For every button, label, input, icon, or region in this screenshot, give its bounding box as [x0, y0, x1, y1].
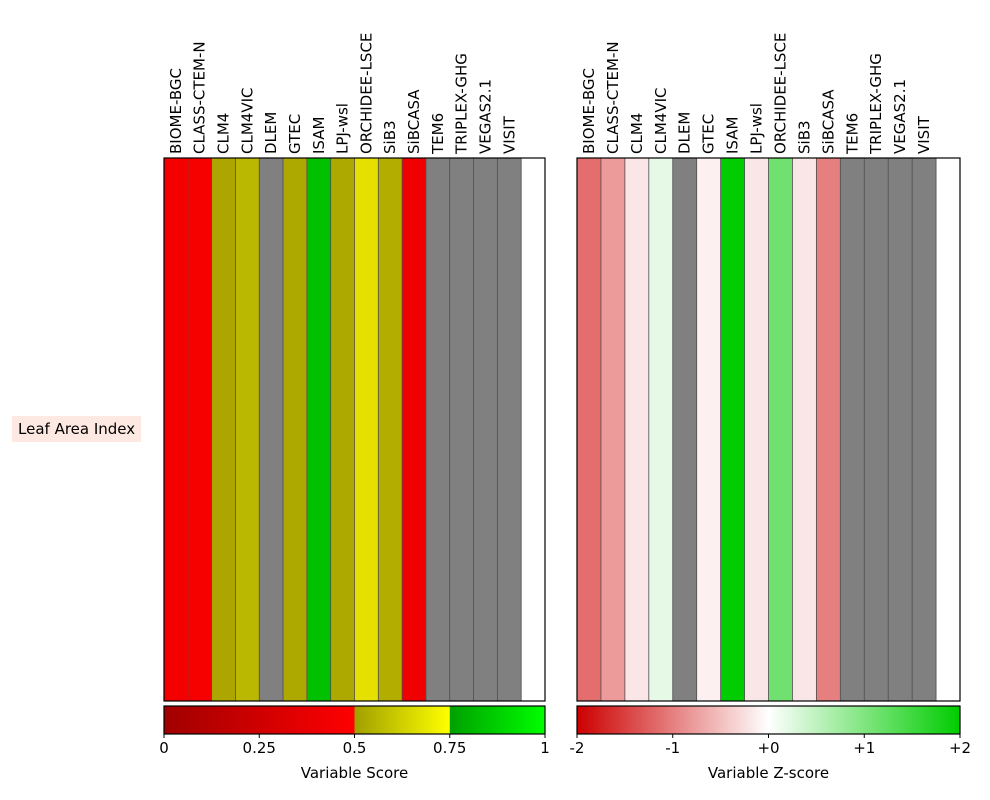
- model-label-zscore: TRIPLEX-GHG: [867, 53, 885, 155]
- model-label-zscore: CLM4: [628, 113, 646, 154]
- heatmap-cell-zscore-3: [648, 158, 673, 701]
- model-label-zscore: LPJ-wsl: [748, 103, 766, 154]
- model-label-zscore: VEGAS2.1: [891, 79, 909, 154]
- heatmap-cell-zscore-4: [672, 158, 697, 701]
- model-label-score: VEGAS2.1: [476, 79, 494, 154]
- model-label-zscore: CLM4VIC: [652, 88, 670, 154]
- heatmap-cell-zscore-13: [888, 158, 913, 701]
- heatmap-cell-zscore-9: [792, 158, 817, 701]
- heatmap-cell-zscore-14: [912, 158, 937, 701]
- heatmap-cell-zscore-1: [600, 158, 625, 701]
- model-label-score: CLASS-CTEM-N: [191, 41, 209, 154]
- model-label-zscore: CLASS-CTEM-N: [604, 41, 622, 154]
- row-label-leaf-area-index: Leaf Area Index: [12, 416, 142, 442]
- model-label-score: CLM4VIC: [238, 88, 256, 154]
- colorbar-label-zscore: Variable Z-score: [708, 764, 829, 782]
- colorbar-segment-zscore: [577, 706, 769, 734]
- model-label-score: ORCHIDEE-LSCE: [357, 33, 375, 154]
- model-label-score: DLEM: [262, 112, 280, 154]
- heatmap-cell-zscore-12: [864, 158, 889, 701]
- heatmap-cell-score-14: [497, 158, 522, 701]
- model-label-score: GTEC: [286, 114, 304, 154]
- model-label-score: TEM6: [429, 113, 447, 155]
- colorbar-tick-label-score: 0: [159, 739, 169, 757]
- colorbar-segment-score: [164, 706, 355, 734]
- model-label-score: SiBCASA: [405, 89, 423, 154]
- colorbar-tick-label-score: 0.75: [433, 739, 466, 757]
- model-label-score: ISAM: [310, 117, 328, 154]
- model-label-score: BIOME-BGC: [167, 68, 185, 154]
- heatmap-cell-zscore-6: [720, 158, 745, 701]
- heatmap-cell-score-12: [449, 158, 474, 701]
- heatmap-cell-score-10: [402, 158, 426, 701]
- model-label-zscore: VISIT: [915, 115, 933, 154]
- heatmap-cell-score-4: [259, 158, 284, 701]
- model-label-zscore: TEM6: [843, 113, 861, 155]
- colorbar-label-score: Variable Score: [301, 764, 409, 782]
- model-label-score: SiB3: [381, 120, 399, 154]
- model-label-zscore: BIOME-BGC: [580, 68, 598, 154]
- colorbar-tick-label-zscore: -2: [570, 739, 585, 757]
- model-label-zscore: ORCHIDEE-LSCE: [771, 33, 789, 154]
- heatmap-cell-score-1: [187, 158, 212, 701]
- model-label-zscore: SiB3: [795, 120, 813, 154]
- colorbar-tick-label-score: 0.25: [243, 739, 276, 757]
- colorbar-tick-label-score: 1: [540, 739, 550, 757]
- heatmap-cell-score-7: [330, 158, 355, 701]
- heatmap-frame-score: [163, 157, 546, 702]
- model-label-score: CLM4: [215, 113, 233, 154]
- model-label-score: LPJ-wsl: [334, 103, 352, 154]
- colorbar-tick-label-zscore: +2: [949, 739, 971, 757]
- heatmap-cell-score-9: [378, 158, 403, 701]
- heatmap-cell-zscore-5: [696, 158, 721, 701]
- colorbar-tick-label-zscore: -1: [665, 739, 680, 757]
- heatmap-cell-score-6: [306, 158, 331, 701]
- heatmap-cell-zscore-0: [577, 158, 601, 701]
- model-label-zscore: DLEM: [676, 112, 694, 154]
- heatmap-cell-score-0: [164, 158, 188, 701]
- heatmap-cell-zscore-2: [624, 158, 649, 701]
- heatmap-cell-score-2: [211, 158, 236, 701]
- heatmap-cell-zscore-10: [816, 158, 841, 701]
- model-label-score: TRIPLEX-GHG: [453, 53, 471, 155]
- heatmap-cell-score-8: [354, 158, 379, 701]
- model-label-zscore: GTEC: [700, 114, 718, 154]
- colorbar-tick-label-zscore: +0: [757, 739, 779, 757]
- heatmap-cell-score-3: [235, 158, 260, 701]
- colorbar-segment-zscore: [768, 706, 960, 734]
- heatmap-cell-zscore-8: [768, 158, 793, 701]
- colorbar-segment-score: [449, 706, 545, 734]
- model-label-zscore: ISAM: [724, 117, 742, 154]
- heatmap-cell-zscore-7: [744, 158, 769, 701]
- heatmap-cell-zscore-11: [840, 158, 865, 701]
- colorbar-segment-score: [354, 706, 450, 734]
- heatmap-cell-score-5: [283, 158, 307, 701]
- model-label-zscore: SiBCASA: [819, 89, 837, 154]
- model-label-score: VISIT: [500, 115, 518, 154]
- colorbar-tick-label-score: 0.5: [343, 739, 367, 757]
- colorbar-tick-label-zscore: +1: [853, 739, 875, 757]
- heatmap-cell-score-11: [425, 158, 450, 701]
- heatmap-cell-score-13: [473, 158, 498, 701]
- heatmap-frame-zscore: [576, 157, 961, 702]
